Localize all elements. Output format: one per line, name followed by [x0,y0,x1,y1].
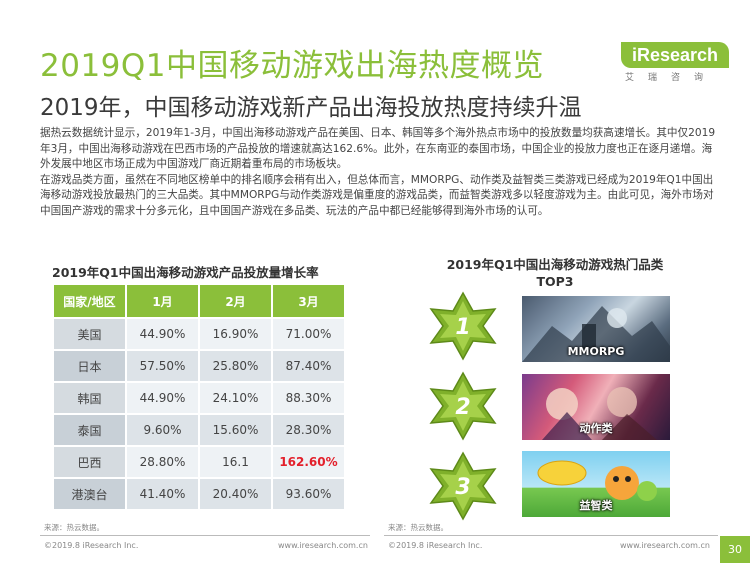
table-row: 韩国 44.90% 24.10% 88.30% [54,383,344,413]
top3-title-line1: 2019年Q1中国出海移动游戏热门品类 [390,256,720,273]
footer-copyright-left: ©2019.8 iResearch Inc. [44,541,138,550]
footer-url-left: www.iresearch.com.cn [278,541,368,550]
rank-1-star-icon: 1 [423,291,503,361]
header-country: 国家/地区 [54,285,125,317]
footer-divider-left [40,535,370,536]
page-number: 30 [720,536,750,563]
footer-copyright-right: ©2019.8 iResearch Inc. [388,541,482,550]
cell-country: 美国 [54,319,125,349]
cell-jan: 28.80% [127,447,198,477]
cell-feb: 15.60% [200,415,271,445]
cell-feb: 20.40% [200,479,271,509]
table-title: 2019年Q1中国出海移动游戏产品投放量增长率 [52,262,319,281]
top3-title: 2019年Q1中国出海移动游戏热门品类 TOP3 [390,256,720,290]
cell-jan: 44.90% [127,383,198,413]
growth-table: 国家/地区 1月 2月 3月 美国 44.90% 16.90% 71.00% 日… [52,283,346,511]
table-row: 日本 57.50% 25.80% 87.40% [54,351,344,381]
category-label-mmorpg: MMORPG [522,345,670,358]
table-header-row: 国家/地区 1月 2月 3月 [54,285,344,317]
action-game-image: 动作类 [522,374,670,440]
footer-url-right: www.iresearch.com.cn [620,541,710,550]
cell-jan: 41.40% [127,479,198,509]
cell-mar: 28.30% [273,415,344,445]
puzzle-game-image: 益智类 [522,451,670,517]
intro-paragraph-2: 在游戏品类方面，虽然在不同地区榜单中的排名顺序会稍有出入，但总体而言，MMORP… [40,173,720,220]
category-label-puzzle: 益智类 [522,497,670,513]
cell-feb: 16.1 [200,447,271,477]
cell-country: 日本 [54,351,125,381]
logo-text: iResearch [621,42,729,68]
cell-mar: 71.00% [273,319,344,349]
rank-1-number: 1 [455,315,470,340]
category-label-action: 动作类 [522,420,670,436]
intro-paragraph-1: 据热云数据统计显示，2019年1-3月，中国出海移动游戏产品在美国、日本、韩国等… [40,126,720,173]
cell-mar-highlight: 162.60% [273,447,344,477]
table-row: 泰国 9.60% 15.60% 28.30% [54,415,344,445]
intro-text: 据热云数据统计显示，2019年1-3月，中国出海移动游戏产品在美国、日本、韩国等… [40,126,720,219]
cell-mar: 87.40% [273,351,344,381]
cell-jan: 57.50% [127,351,198,381]
cell-jan: 44.90% [127,319,198,349]
mmorpg-game-image: MMORPG [522,296,670,362]
cell-country: 泰国 [54,415,125,445]
page-title: 2019Q1中国移动游戏出海热度概览 [40,40,544,85]
table-row: 巴西 28.80% 16.1 162.60% [54,447,344,477]
table-source: 来源：热云数据。 [44,522,104,533]
header-jan: 1月 [127,285,198,317]
table-row: 美国 44.90% 16.90% 71.00% [54,319,344,349]
table-row: 港澳台 41.40% 20.40% 93.60% [54,479,344,509]
iresearch-logo: iResearch 艾瑞咨询 [621,42,731,84]
cell-feb: 24.10% [200,383,271,413]
cell-country: 巴西 [54,447,125,477]
rank-2-star-icon: 2 [423,371,503,441]
cell-country: 韩国 [54,383,125,413]
logo-subtitle: 艾瑞咨询 [625,70,729,83]
cell-jan: 9.60% [127,415,198,445]
cell-feb: 25.80% [200,351,271,381]
rank-3-number: 3 [455,475,470,500]
page-subtitle: 2019年，中国移动游戏新产品出海投放热度持续升温 [40,88,582,122]
top3-source: 来源：热云数据。 [388,522,448,533]
header-mar: 3月 [273,285,344,317]
cell-mar: 93.60% [273,479,344,509]
top3-title-line2: TOP3 [390,273,720,290]
rank-3-star-icon: 3 [423,451,503,521]
footer-divider-right [384,535,718,536]
rank-2-number: 2 [455,395,470,420]
cell-country: 港澳台 [54,479,125,509]
cell-feb: 16.90% [200,319,271,349]
cell-mar: 88.30% [273,383,344,413]
header-feb: 2月 [200,285,271,317]
